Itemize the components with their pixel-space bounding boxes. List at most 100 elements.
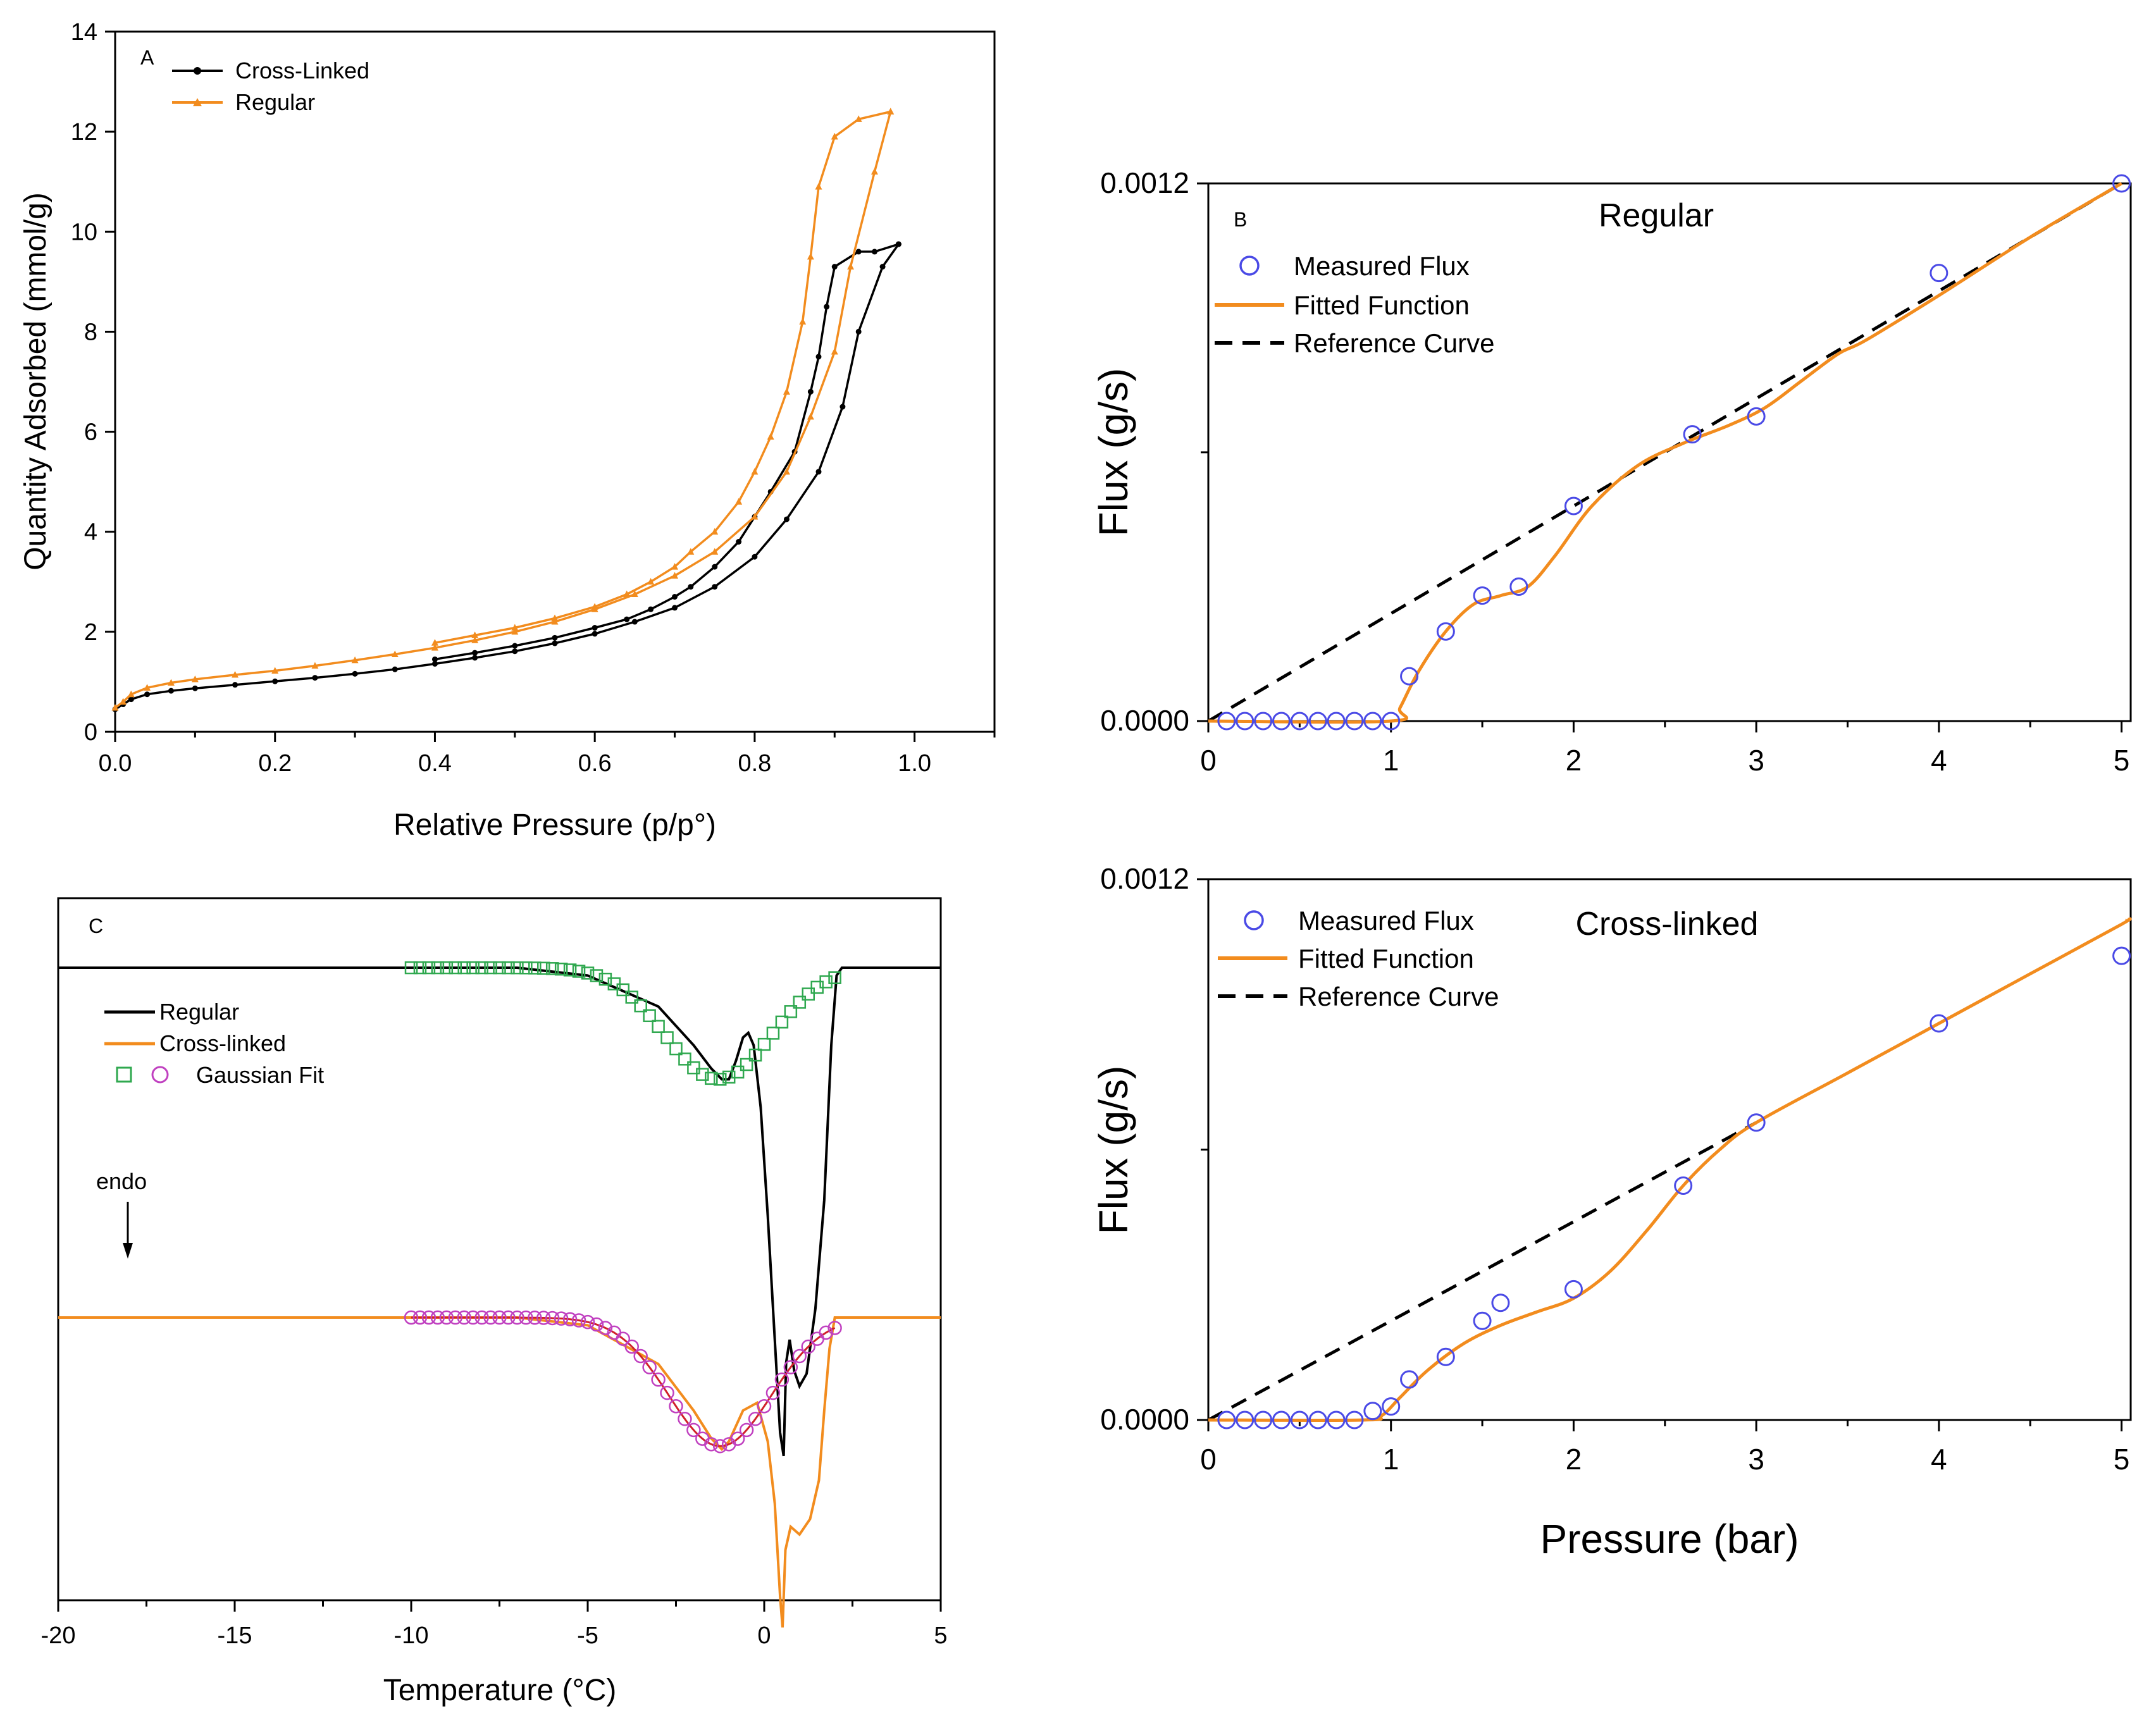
d-gaussian-a-point bbox=[502, 961, 515, 975]
a-point-regular bbox=[431, 644, 438, 651]
legend-c-label-crosslinked: Cross-linked bbox=[159, 1030, 286, 1056]
c-measured-point bbox=[1747, 1113, 1766, 1132]
a-point-regular bbox=[511, 627, 519, 635]
a-point-crosslinked bbox=[144, 691, 151, 698]
d-gaussian-a-point bbox=[511, 961, 524, 975]
a-point-crosslinked bbox=[871, 249, 877, 255]
c-measured-point bbox=[1400, 1370, 1419, 1389]
a-point-crosslinked bbox=[312, 675, 318, 681]
a-point-regular bbox=[831, 133, 838, 140]
c-fitted-function bbox=[1208, 917, 2132, 1423]
b-measured-point bbox=[1345, 712, 1364, 731]
d-gaussian-a-point bbox=[404, 961, 418, 975]
a-point-regular bbox=[167, 679, 175, 686]
d-gaussian-a-point bbox=[457, 961, 471, 975]
a-point-crosslinked bbox=[895, 241, 901, 247]
a-point-regular bbox=[847, 262, 855, 270]
d-gaussian-a-point bbox=[731, 1065, 745, 1079]
b-reference-curve bbox=[1207, 182, 2122, 723]
d-gaussian-b-point bbox=[571, 1313, 586, 1328]
c-measured-point bbox=[1236, 1410, 1255, 1429]
d-gaussian-b-point bbox=[536, 1311, 551, 1325]
a-point-regular bbox=[783, 467, 790, 475]
d-gaussian-a-point bbox=[687, 1061, 700, 1075]
a-point-regular bbox=[351, 656, 359, 664]
a-point-crosslinked bbox=[272, 678, 278, 684]
d-gaussian-b-point bbox=[765, 1385, 781, 1400]
a-point-regular bbox=[191, 675, 199, 682]
d-gaussian-b-point bbox=[545, 1311, 560, 1326]
b-measured-point bbox=[1236, 712, 1255, 731]
d-gaussian-a-point bbox=[740, 1058, 753, 1071]
d-gaussian-a-point bbox=[766, 1027, 780, 1040]
d-gaussian-a-point bbox=[545, 962, 559, 975]
c-reference-curve bbox=[1207, 1121, 1757, 1422]
a-point-regular bbox=[735, 498, 743, 505]
a-point-regular bbox=[687, 548, 695, 555]
d-gaussian-a-point bbox=[669, 1042, 683, 1056]
a-point-regular bbox=[144, 684, 151, 691]
c-measured-point bbox=[1491, 1293, 1510, 1312]
a-point-crosslinked bbox=[736, 539, 742, 545]
b-measured-point bbox=[1509, 577, 1528, 596]
c-y-tick-label: 0.0000 bbox=[1100, 1403, 1189, 1436]
a-point-regular bbox=[111, 704, 119, 711]
panel-a-legend: Cross-Linked Regular bbox=[172, 58, 369, 115]
a-point-crosslinked bbox=[839, 404, 846, 410]
d-gaussian-b-line bbox=[411, 1316, 836, 1447]
panel-c-legend: Regular Cross-linked Gaussian Fit bbox=[104, 999, 324, 1088]
legend-b2-marker-measured bbox=[1244, 910, 1264, 930]
a-point-regular bbox=[271, 667, 279, 674]
c-measured-point bbox=[1290, 1410, 1309, 1429]
d-gaussian-b-point bbox=[757, 1398, 772, 1414]
legend-a-marker-regular bbox=[193, 98, 202, 106]
panel-b-regular-flux-chart: 0 1 2 3 4 5 0.0000 0.0012 B Regular Measured Fl… bbox=[1091, 166, 2132, 777]
a-point-crosslinked bbox=[192, 685, 198, 691]
legend-b-label-reference: Reference Curve bbox=[1294, 328, 1494, 358]
d-gaussian-a-point bbox=[748, 1048, 762, 1062]
d-gaussian-a-point bbox=[466, 961, 480, 975]
d-gaussian-b-point bbox=[598, 1321, 613, 1335]
d-gaussian-a-point bbox=[572, 965, 586, 978]
c-measured-point bbox=[1217, 1410, 1236, 1429]
a-point-regular bbox=[431, 639, 438, 646]
panel-a-tag: A bbox=[140, 46, 154, 69]
d-gaussian-b-point bbox=[589, 1317, 604, 1332]
d-gaussian-b-point bbox=[554, 1311, 569, 1326]
d-gaussian-b-point bbox=[492, 1310, 507, 1325]
d-gaussian-a-point bbox=[678, 1052, 691, 1066]
a-point-regular bbox=[471, 636, 479, 643]
d-gaussian-a-point bbox=[757, 1037, 771, 1051]
a-point-crosslinked bbox=[879, 264, 886, 270]
b-measured-point bbox=[1308, 712, 1327, 731]
d-gaussian-a-point bbox=[616, 983, 630, 997]
endo-arrow-head bbox=[123, 1243, 133, 1259]
a-point-crosslinked bbox=[168, 688, 174, 694]
b-measured-point bbox=[1382, 712, 1401, 731]
a-point-crosslinked bbox=[431, 656, 438, 662]
c-measured-point bbox=[1345, 1410, 1364, 1429]
c-x-tick-label: 0 bbox=[1200, 1443, 1217, 1476]
c-measured-point bbox=[1564, 1280, 1583, 1299]
legend-b2-label-reference: Reference Curve bbox=[1298, 982, 1499, 1011]
d-gaussian-a-point bbox=[528, 961, 542, 975]
c-x-tick-label: 2 bbox=[1566, 1443, 1582, 1476]
a-series-line-regular-desorption bbox=[435, 110, 891, 645]
a-x-tick-label: 0.8 bbox=[738, 750, 771, 777]
a-point-crosslinked bbox=[352, 670, 358, 677]
d-x-tick-label: 0 bbox=[757, 1622, 771, 1649]
b-measured-point bbox=[1363, 712, 1382, 731]
d-gaussian-a-point bbox=[652, 1020, 665, 1034]
d-gaussian-b-point bbox=[528, 1311, 542, 1325]
d-gaussian-b-point bbox=[748, 1412, 763, 1426]
d-gaussian-a-point bbox=[828, 971, 841, 984]
d-gaussian-a-point bbox=[819, 975, 833, 989]
d-gaussian-a-point bbox=[440, 961, 454, 975]
a-point-crosslinked bbox=[783, 516, 790, 522]
a-point-regular bbox=[311, 662, 319, 669]
d-x-tick-label: -10 bbox=[394, 1622, 429, 1649]
a-point-regular bbox=[127, 690, 135, 698]
panel-a-isotherm-chart: 0.0 0.2 0.4 0.6 0.8 1.0 0 2 4 6 8 10 12 14 A Cross-Li… bbox=[19, 19, 996, 842]
a-point-crosslinked bbox=[592, 625, 598, 631]
b-x-tick-label: 3 bbox=[1748, 744, 1764, 777]
